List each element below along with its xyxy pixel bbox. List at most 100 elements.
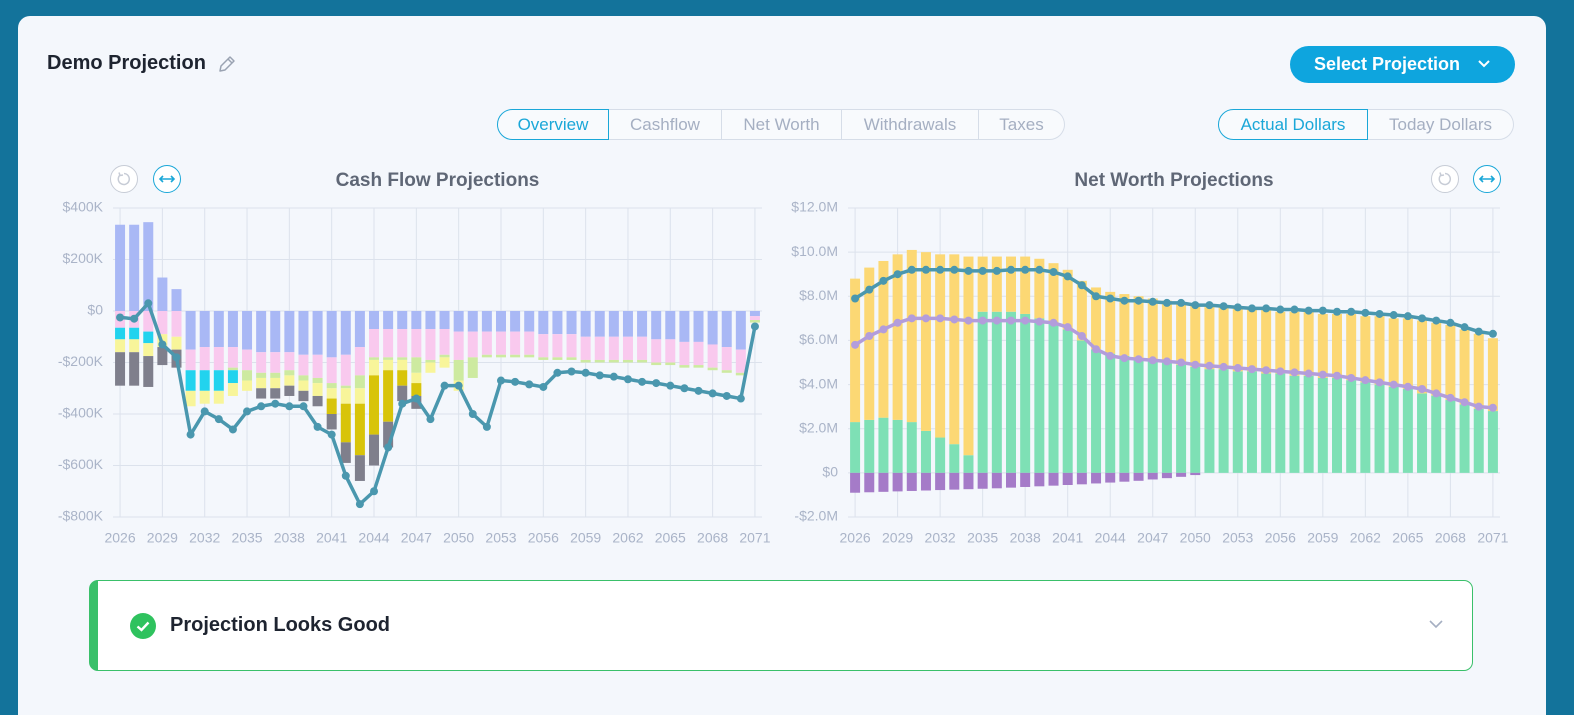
bar-segment xyxy=(213,370,224,391)
bar-segment xyxy=(326,414,337,430)
bar-segment xyxy=(707,367,718,371)
bar-segment xyxy=(143,356,154,387)
tab[interactable]: Cashflow xyxy=(609,109,722,140)
expand-button[interactable] xyxy=(153,165,181,193)
line-point xyxy=(1488,403,1497,412)
edit-icon[interactable] xyxy=(217,54,237,74)
bar-segment xyxy=(1147,298,1158,361)
line-point xyxy=(1049,268,1058,277)
bar-segment xyxy=(878,260,889,418)
bar-segment xyxy=(1459,329,1470,405)
line-point xyxy=(567,367,576,376)
tab[interactable]: Taxes xyxy=(979,109,1065,140)
toggle-option[interactable]: Today Dollars xyxy=(1368,109,1514,140)
tab[interactable]: Overview xyxy=(497,109,609,140)
bar-segment xyxy=(1275,311,1286,374)
bar-segment xyxy=(270,372,281,378)
line-point xyxy=(553,368,562,377)
x-tick-label: 2038 xyxy=(1010,530,1041,546)
bar-segment xyxy=(495,311,506,332)
line-point xyxy=(851,294,860,303)
bar-segment xyxy=(651,311,662,340)
line-point xyxy=(1106,351,1115,360)
line-point xyxy=(1134,296,1143,305)
status-card[interactable]: Projection Looks Good xyxy=(89,580,1473,671)
bar-segment xyxy=(411,329,422,358)
toggle-option[interactable]: Actual Dollars xyxy=(1218,109,1368,140)
bar-segment xyxy=(1062,472,1073,485)
bar-segment xyxy=(383,421,394,448)
line-point xyxy=(1177,358,1186,367)
select-projection-button[interactable]: Select Projection xyxy=(1290,46,1515,83)
bar-segment xyxy=(963,472,974,490)
bar-segment xyxy=(1006,311,1016,473)
bar-segment xyxy=(594,311,605,337)
bar-segment xyxy=(256,377,267,389)
expand-button[interactable] xyxy=(1473,165,1501,193)
line-point xyxy=(1403,312,1412,321)
tab[interactable]: Withdrawals xyxy=(842,109,979,140)
line-point xyxy=(1432,316,1441,325)
bar-segment xyxy=(481,331,492,355)
line-point xyxy=(172,353,181,362)
bar-segment xyxy=(1388,386,1399,473)
bar-segment xyxy=(439,311,450,330)
line-point xyxy=(893,318,902,327)
line-point xyxy=(1205,301,1214,310)
tabs: Overview Cashflow Net Worth Withdrawals … xyxy=(497,109,1065,140)
line-point xyxy=(865,332,874,341)
bar-segment xyxy=(227,383,238,396)
line-point xyxy=(1162,298,1171,307)
bar-segment xyxy=(721,347,732,371)
line-point xyxy=(1092,345,1101,354)
bar-segment xyxy=(864,267,875,420)
line-point xyxy=(921,265,930,274)
bar-segment xyxy=(566,311,577,335)
bar-segment xyxy=(312,377,323,384)
x-tick-label: 2032 xyxy=(925,530,956,546)
bar-segment xyxy=(1204,369,1215,473)
reset-icon xyxy=(1438,172,1451,186)
bar-segment xyxy=(1346,380,1357,473)
bar-segment xyxy=(1091,472,1102,484)
bar-segment xyxy=(679,311,690,342)
bar-segment xyxy=(185,370,196,391)
line-point xyxy=(355,500,364,509)
bar-segment xyxy=(850,472,861,493)
bar-segment xyxy=(1006,472,1016,488)
x-tick-label: 2050 xyxy=(443,530,474,546)
bar-segment xyxy=(298,375,309,381)
bar-segment xyxy=(157,311,168,335)
bar-segment xyxy=(991,311,1002,473)
bar-segment xyxy=(340,385,351,389)
y-tick-label: $12.0M xyxy=(791,199,838,215)
line-point xyxy=(1460,398,1469,407)
bar-segment xyxy=(707,311,718,345)
projection-title: Demo Projection xyxy=(47,52,206,74)
bar-segment xyxy=(383,329,394,358)
bar-segment xyxy=(284,352,295,371)
bar-segment xyxy=(467,331,478,358)
bar-segment xyxy=(199,311,210,348)
reset-zoom-button[interactable] xyxy=(1431,165,1459,193)
tab[interactable]: Net Worth xyxy=(722,109,842,140)
line-point xyxy=(1077,332,1086,341)
bar-segment xyxy=(552,311,563,335)
bar-segment xyxy=(1176,472,1187,477)
bar-segment xyxy=(991,256,1002,312)
y-tick-label: -$800K xyxy=(58,508,104,524)
bar-segment xyxy=(1275,373,1286,473)
reset-zoom-button[interactable] xyxy=(110,165,138,193)
bar-segment xyxy=(1317,377,1328,473)
line-point xyxy=(1446,318,1455,327)
bar-segment xyxy=(199,370,210,391)
bar-segment xyxy=(580,311,591,337)
dollar-toggle: Actual Dollars Today Dollars xyxy=(1218,109,1514,140)
line-point xyxy=(1262,366,1271,375)
line-point xyxy=(1375,378,1384,387)
bar-segment xyxy=(1176,302,1187,365)
bar-segment xyxy=(129,327,140,340)
bar-segment xyxy=(1062,329,1073,473)
chevron xyxy=(1429,620,1443,629)
